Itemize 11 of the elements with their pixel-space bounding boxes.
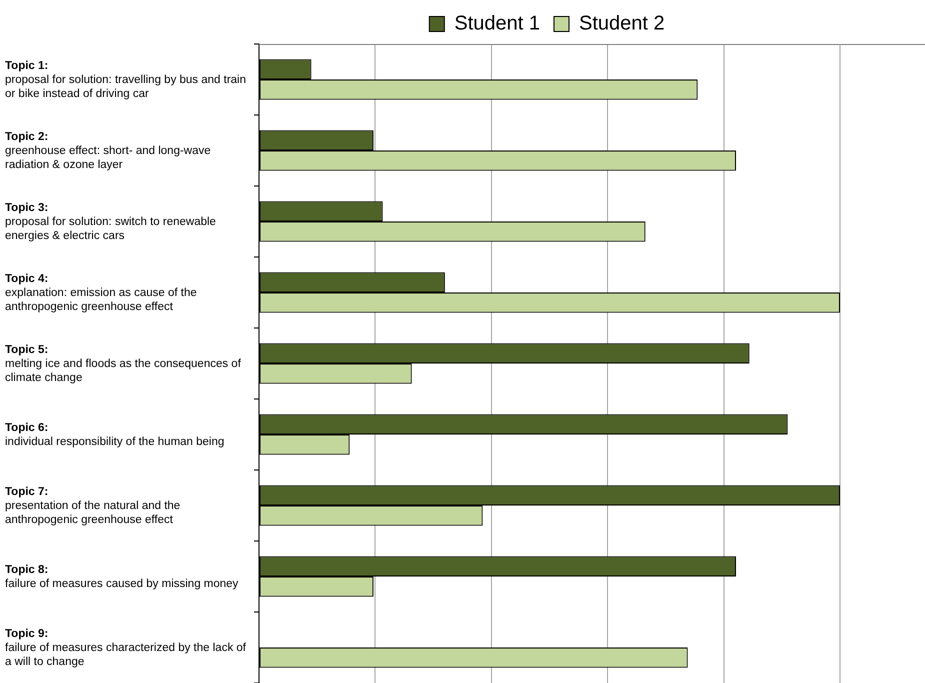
y-tick-label: Topic 9: failure of measures characterized by the lack of a will to change [5, 626, 247, 668]
y-tick-label: Topic 2: greenhouse effect: short- and long-wave radiation & ozone layer [5, 130, 212, 172]
y-tick-label: Topic 6: individual responsibility of the human being [5, 420, 226, 448]
y-tick-label: Topic 5: melting ice and floods as the consequences of climate change [5, 342, 242, 384]
y-tick-label: Topic 3: proposal for solution: switch to renewable energies & electric cars [5, 200, 217, 242]
y-tick-label: Topic 1: proposal for solution: travelling by bus and train or bike instead of driving car [5, 58, 248, 100]
y-tick-label: Topic 8: failure of measures caused by missing money [5, 562, 240, 590]
legend-label: Student 1 [454, 12, 540, 35]
y-tick-label: Topic 7: presentation of the natural and the anthropogenic greenhouse effect [5, 484, 182, 526]
y-tick-label: Topic 4: explanation: emission as cause of the anthropogenic greenhouse effect [5, 272, 198, 314]
legend-label: Student 2 [579, 12, 665, 35]
